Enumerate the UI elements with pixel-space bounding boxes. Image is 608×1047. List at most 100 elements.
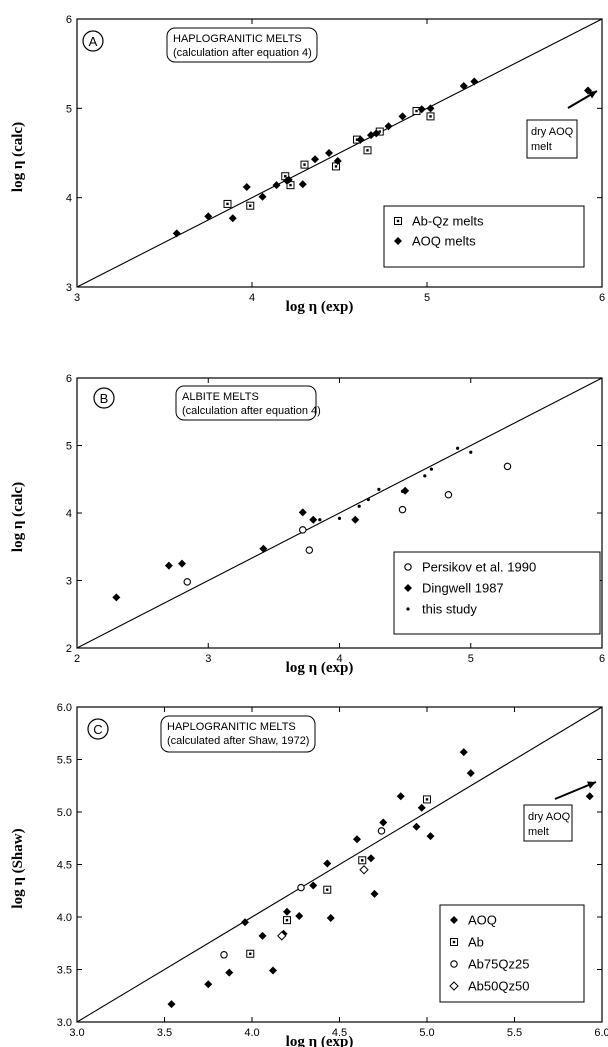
one-to-one-line xyxy=(76,706,603,1023)
plot-frame xyxy=(76,18,603,288)
legend-marker xyxy=(404,563,412,571)
data-point xyxy=(466,769,475,778)
legend-label: Dingwell 1987 xyxy=(422,581,504,596)
y-tick-label: 5.0 xyxy=(57,807,72,819)
data-point xyxy=(456,446,460,450)
data-point xyxy=(269,966,277,975)
x-tick-label: 5 xyxy=(468,653,474,665)
annotation-line: melt xyxy=(528,826,549,838)
annotation-line: dry AOQ xyxy=(528,811,571,823)
data-point xyxy=(298,180,307,189)
series-dingwell-1987 xyxy=(112,486,410,602)
y-tick-label: 6 xyxy=(66,14,72,26)
data-point xyxy=(309,515,318,524)
data-point xyxy=(426,112,435,121)
x-tick-label: 4.0 xyxy=(244,1027,259,1039)
y-tick-label: 4 xyxy=(66,193,72,205)
data-point xyxy=(323,885,332,894)
title-line: (calculation after equation 4) xyxy=(173,47,312,59)
data-point xyxy=(337,516,342,521)
panel-b: 2 3 4 5 6 2 3 4 5 6 log η (exp) log η (calc) B ALBITE… xyxy=(10,373,605,676)
title-box xyxy=(166,27,318,63)
y-tick-label: 5.5 xyxy=(57,755,72,767)
y-tick-label: 5 xyxy=(66,103,72,115)
data-point xyxy=(429,467,433,471)
data-point xyxy=(423,795,431,804)
data-point xyxy=(417,105,426,114)
data-point xyxy=(225,968,234,977)
annotation-box xyxy=(523,804,573,842)
legend-marker xyxy=(406,607,410,611)
y-tick-label: 6 xyxy=(66,373,72,385)
panel-letter-circle xyxy=(87,718,109,740)
y-tick-label: 5 xyxy=(66,441,72,453)
data-point xyxy=(258,931,267,940)
data-point xyxy=(298,526,307,534)
data-point xyxy=(204,212,213,221)
legend-box xyxy=(439,904,585,1003)
data-point xyxy=(423,474,427,478)
y-tick-label: 4 xyxy=(66,508,72,520)
data-point xyxy=(379,818,388,827)
data-point xyxy=(283,916,291,925)
legend-label: AOQ melts xyxy=(412,234,476,249)
title-box xyxy=(175,385,317,421)
series-persikov-et-al-1990 xyxy=(183,462,512,586)
x-tick-label: 5 xyxy=(424,292,430,304)
data-point xyxy=(377,827,386,835)
data-point xyxy=(228,214,237,223)
data-point xyxy=(363,146,372,155)
x-axis-label: log η (exp) xyxy=(286,1034,354,1047)
data-point xyxy=(333,157,342,166)
data-point xyxy=(372,129,381,138)
data-point xyxy=(398,112,407,121)
data-point xyxy=(112,593,121,602)
data-point xyxy=(412,822,421,831)
legend-label: AOQ xyxy=(468,913,497,928)
series-this-study xyxy=(318,446,473,522)
data-point xyxy=(503,462,512,471)
annotation-line: melt xyxy=(531,141,552,153)
data-point xyxy=(242,182,251,191)
legend-marker xyxy=(450,916,458,924)
data-point xyxy=(284,175,293,184)
one-to-one-line xyxy=(76,377,603,649)
panel-letter-circle xyxy=(93,387,115,409)
one-to-one-line xyxy=(76,18,603,288)
title-line: HAPLOGRANITIC MELTS xyxy=(173,33,302,45)
series-ab75qz25 xyxy=(220,827,386,959)
legend-marker xyxy=(450,960,458,968)
panel-letter: C xyxy=(93,722,102,737)
x-tick-label: 3 xyxy=(74,292,80,304)
x-tick-label: 4.5 xyxy=(332,1027,347,1039)
legend-box xyxy=(383,205,585,268)
data-point xyxy=(357,504,361,508)
data-point xyxy=(459,748,468,757)
data-point xyxy=(283,907,291,916)
data-point xyxy=(444,491,453,499)
data-point xyxy=(297,883,305,892)
data-point xyxy=(246,201,255,210)
panel-letter-circle xyxy=(82,30,104,52)
legend-label: Ab75Qz25 xyxy=(468,957,529,972)
data-point xyxy=(370,889,379,898)
x-tick-label: 2 xyxy=(74,653,80,665)
data-point xyxy=(318,518,322,522)
legend-marker xyxy=(404,584,412,592)
data-point xyxy=(469,450,473,454)
x-axis-label: log η (exp) xyxy=(286,299,354,315)
series-ab50qz50 xyxy=(277,865,369,941)
legend-marker xyxy=(394,217,402,225)
annotation-arrowhead xyxy=(587,781,596,789)
data-point xyxy=(366,497,370,502)
data-point xyxy=(172,229,181,238)
annotation-line: dry AOQ xyxy=(531,126,574,138)
y-tick-label: 3.5 xyxy=(57,965,72,977)
x-tick-label: 3 xyxy=(205,653,211,665)
data-point xyxy=(223,199,232,208)
data-point xyxy=(220,951,228,959)
data-point xyxy=(272,181,281,190)
y-axis-label: log η (Shaw) xyxy=(10,828,26,908)
x-tick-label: 3.0 xyxy=(69,1027,84,1039)
panel-letter: B xyxy=(100,391,109,406)
